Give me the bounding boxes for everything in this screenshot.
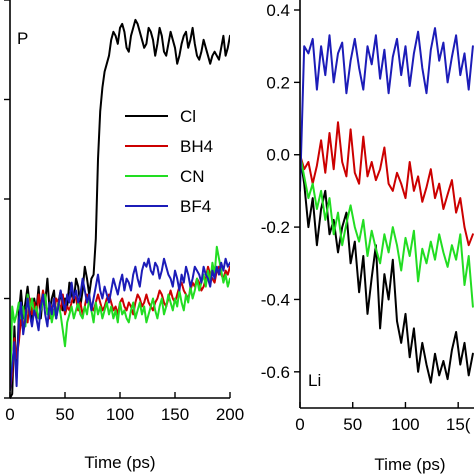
axes: 0 50 100 15( 0.4 0.2 0.0 -0.2 -0.4 -0.6 xyxy=(261,0,474,434)
legend-label: Cl xyxy=(180,107,196,126)
y-tick-label: 0.2 xyxy=(266,73,290,92)
x-tick-label: 50 xyxy=(56,405,75,424)
x-tick-label: 15( xyxy=(446,415,471,434)
series-line-cn xyxy=(10,245,230,391)
axes: 0 50 100 150 200 xyxy=(4,0,244,424)
x-tick-label: 50 xyxy=(343,415,362,434)
y-tick-label: 0.4 xyxy=(266,1,290,20)
y-tick-label: 0.0 xyxy=(266,146,290,165)
legend-label: BH4 xyxy=(180,137,213,156)
series-line-bh4 xyxy=(300,121,474,247)
series-line-cl xyxy=(10,18,230,399)
legend-label: CN xyxy=(180,167,205,186)
panel-label: Li xyxy=(308,371,321,390)
series-group xyxy=(10,18,230,399)
x-tick-label: 200 xyxy=(216,405,244,424)
x-axis-label: Time (ps) xyxy=(84,453,155,472)
x-tick-label: 0 xyxy=(295,415,304,434)
x-tick-label: 100 xyxy=(391,415,419,434)
series-line-cn xyxy=(300,153,474,308)
legend-label: BF4 xyxy=(180,197,211,216)
series-line-bf4 xyxy=(300,27,474,192)
y-tick-label: -0.2 xyxy=(261,218,290,237)
legend: Cl BH4 CN BF4 xyxy=(125,107,213,216)
series-line-cl xyxy=(300,153,474,384)
chart-panel-p: 0 50 100 150 200 P Time (ps) Cl BH4 CN BF4 xyxy=(4,0,244,472)
x-axis-label: Time (ps) xyxy=(374,455,445,474)
x-tick-label: 150 xyxy=(161,405,189,424)
y-tick-label: -0.6 xyxy=(261,363,290,382)
x-tick-label: 0 xyxy=(5,405,14,424)
chart-panel-li: 0 50 100 15( 0.4 0.2 0.0 -0.2 -0.4 -0.6 Li Time (… xyxy=(261,0,474,474)
series-group xyxy=(300,27,474,384)
y-tick-label: -0.4 xyxy=(261,290,290,309)
series-line-bf4 xyxy=(10,257,230,391)
panel-label: P xyxy=(17,29,28,48)
x-tick-label: 100 xyxy=(106,405,134,424)
